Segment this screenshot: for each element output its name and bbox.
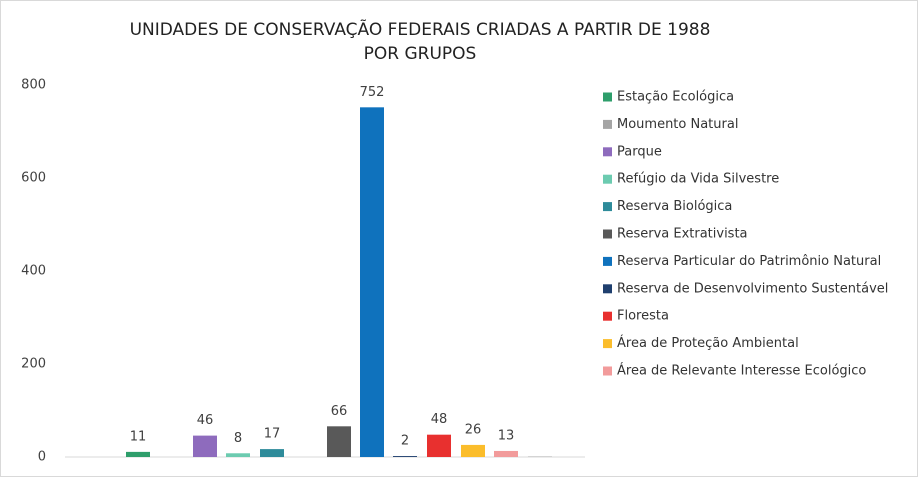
legend-swatch bbox=[603, 229, 612, 239]
legend-label: Estação Ecológica bbox=[617, 90, 734, 105]
legend-label: Moumento Natural bbox=[617, 117, 738, 132]
legend-label: Área de Relevante Interesse Ecológico bbox=[617, 363, 866, 379]
y-tick-label: 400 bbox=[21, 264, 46, 279]
bar bbox=[126, 451, 150, 457]
data-label: 46 bbox=[197, 413, 214, 428]
legend-swatch bbox=[603, 174, 612, 184]
data-label: 13 bbox=[498, 428, 515, 443]
legend-label: Reserva Extrativista bbox=[617, 227, 748, 242]
legend-label: Reserva Biológica bbox=[617, 199, 732, 214]
bar bbox=[393, 456, 417, 457]
bar bbox=[494, 450, 518, 457]
legend-label: Área de Proteção Ambiental bbox=[617, 335, 799, 351]
data-label: 48 bbox=[431, 412, 448, 427]
chart-title: POR GRUPOS bbox=[364, 44, 477, 64]
legend-swatch bbox=[603, 119, 612, 129]
legend-swatch bbox=[603, 202, 612, 212]
legend-swatch bbox=[603, 284, 612, 294]
legend-swatch bbox=[603, 256, 612, 266]
legend-label: Reserva de Desenvolvimento Sustentável bbox=[617, 281, 888, 296]
bar bbox=[427, 434, 451, 457]
legend-swatch bbox=[603, 311, 612, 321]
y-tick-label: 0 bbox=[38, 450, 46, 465]
data-label: 8 bbox=[234, 431, 242, 446]
y-tick-label: 800 bbox=[21, 78, 46, 93]
legend-swatch bbox=[603, 147, 612, 157]
data-label: 66 bbox=[331, 404, 348, 419]
bar bbox=[260, 449, 284, 457]
chart-title: UNIDADES DE CONSERVAÇÃO FEDERAIS CRIADAS… bbox=[130, 18, 711, 40]
y-tick-label: 200 bbox=[21, 357, 46, 372]
bar bbox=[193, 435, 217, 457]
legend-label: Reserva Particular do Patrimônio Natural bbox=[617, 254, 881, 269]
legend-swatch bbox=[603, 92, 612, 102]
data-label: 752 bbox=[360, 85, 385, 100]
data-label: 26 bbox=[465, 422, 482, 437]
bar bbox=[327, 426, 351, 457]
legend-label: Floresta bbox=[617, 309, 669, 324]
data-label: 2 bbox=[401, 434, 409, 449]
data-label: 17 bbox=[264, 427, 281, 442]
legend-label: Parque bbox=[617, 144, 662, 159]
legend-swatch bbox=[603, 339, 612, 349]
bar bbox=[461, 444, 485, 457]
legend-swatch bbox=[603, 366, 612, 376]
bar bbox=[226, 453, 250, 457]
data-label: 11 bbox=[130, 429, 147, 444]
legend-label: Refúgio da Vida Silvestre bbox=[617, 172, 779, 187]
y-tick-label: 600 bbox=[21, 171, 46, 186]
bar bbox=[360, 107, 384, 457]
